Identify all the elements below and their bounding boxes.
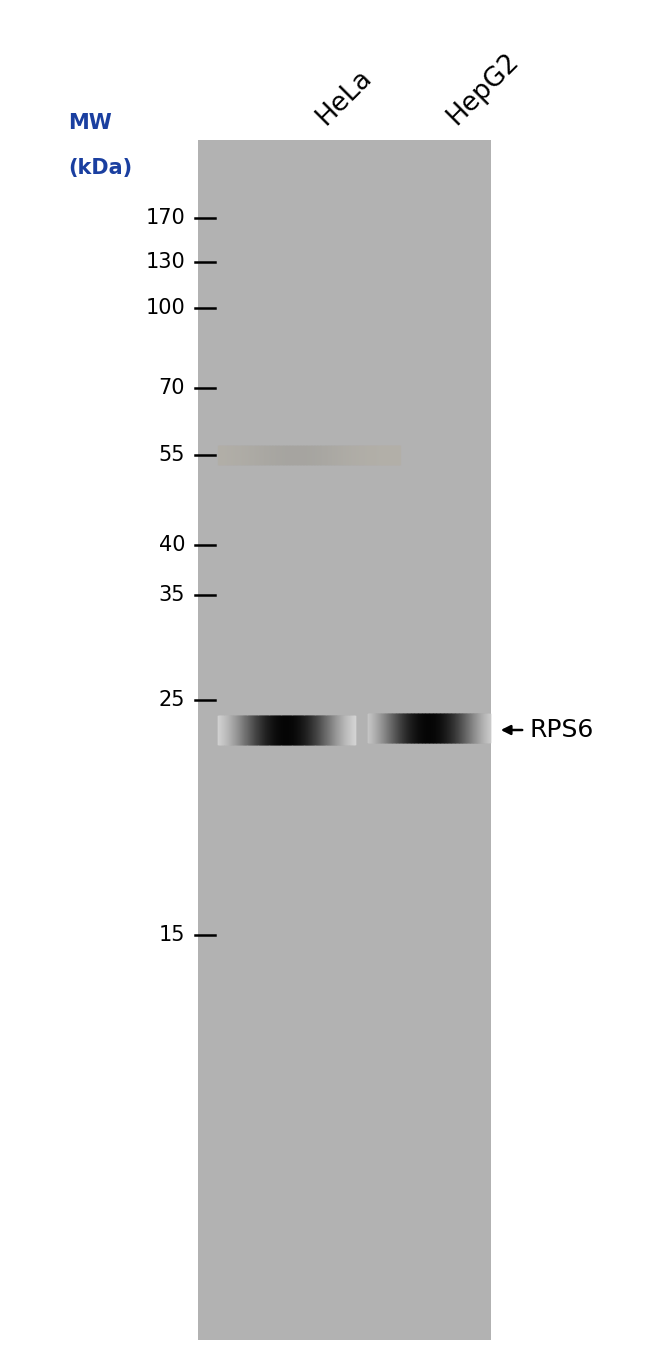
Text: 170: 170	[145, 208, 185, 227]
Text: (kDa): (kDa)	[68, 158, 132, 178]
Text: 70: 70	[159, 378, 185, 399]
Text: 35: 35	[159, 585, 185, 606]
Text: 40: 40	[159, 536, 185, 555]
Bar	[198, 140, 491, 1340]
Text: 25: 25	[159, 690, 185, 710]
Text: RPS6: RPS6	[530, 718, 594, 743]
Text: 15: 15	[159, 925, 185, 945]
Text: HeLa: HeLa	[311, 64, 378, 130]
Text: 55: 55	[159, 445, 185, 464]
Text: 130: 130	[145, 252, 185, 273]
Text: 100: 100	[145, 299, 185, 318]
Text: MW: MW	[68, 114, 112, 133]
Text: HepG2: HepG2	[441, 48, 524, 130]
